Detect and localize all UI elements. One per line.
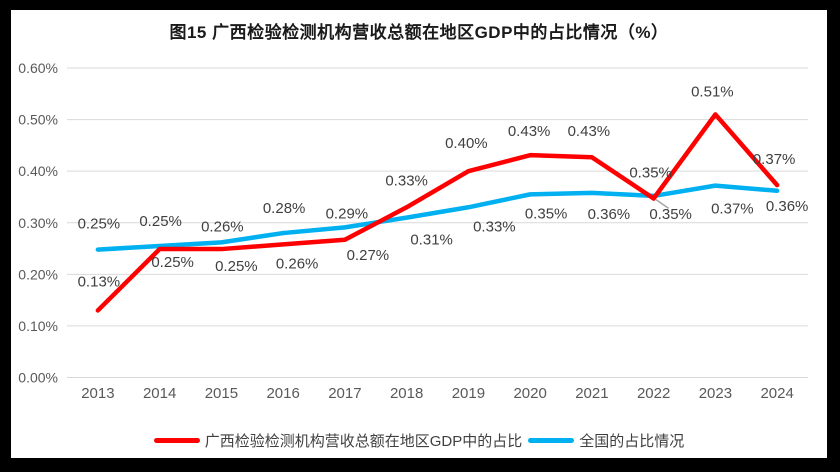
data-label: 0.40% xyxy=(445,135,488,152)
x-tick-label: 2018 xyxy=(390,385,423,402)
x-tick-label: 2022 xyxy=(637,385,670,402)
guangxi-gdp-share-line xyxy=(95,112,780,313)
data-label: 0.36% xyxy=(766,198,809,215)
data-label: 0.25% xyxy=(78,216,121,233)
x-tick-label: 2015 xyxy=(205,385,238,402)
y-tick-label: 0.20% xyxy=(18,266,58,282)
label-leader-line xyxy=(655,198,670,210)
x-tick-label: 2021 xyxy=(575,385,608,402)
chart-legend: 广西检验检测机构营收总额在地区GDP中的占比 全国的占比情况 xyxy=(11,430,827,451)
x-tick-label: 2016 xyxy=(266,385,299,402)
data-label: 0.33% xyxy=(473,218,516,235)
chart-title: 图15 广西检验检测机构营收总额在地区GDP中的占比情况（%） xyxy=(169,23,669,42)
y-tick-label: 0.50% xyxy=(18,112,58,128)
national-share-line xyxy=(95,183,780,252)
data-label: 0.25% xyxy=(215,258,258,275)
legend-label-national: 全国的占比情况 xyxy=(579,433,685,450)
y-tick-label: 0.40% xyxy=(18,163,58,179)
data-label: 0.35% xyxy=(629,165,672,182)
x-tick-label: 2014 xyxy=(143,385,176,402)
data-label: 0.27% xyxy=(347,247,390,264)
chart-panel: 图15 广西检验检测机构营收总额在地区GDP中的占比情况（%） 广西检验检测机构… xyxy=(11,10,827,458)
legend-swatch-national-line xyxy=(528,438,575,443)
y-tick-label: 0.10% xyxy=(18,318,58,334)
data-label: 0.13% xyxy=(78,273,121,290)
data-label: 0.37% xyxy=(711,201,754,218)
data-label: 0.36% xyxy=(588,206,631,223)
x-tick-label: 2020 xyxy=(513,385,546,402)
x-tick-label: 2017 xyxy=(328,385,361,402)
y-tick-label: 0.30% xyxy=(18,215,58,231)
legend-swatch-guangxi-line xyxy=(153,438,200,443)
data-label: 0.26% xyxy=(276,255,319,272)
data-label: 0.25% xyxy=(151,254,194,271)
legend-item-guangxi: 广西检验检测机构营收总额在地区GDP中的占比 xyxy=(153,430,523,451)
legend-label-guangxi: 广西检验检测机构营收总额在地区GDP中的占比 xyxy=(204,433,523,450)
data-label: 0.35% xyxy=(649,206,692,223)
x-tick-label: 2024 xyxy=(760,385,793,402)
data-label: 0.51% xyxy=(691,83,734,100)
data-label: 0.35% xyxy=(525,205,568,222)
x-tick-label: 2013 xyxy=(81,385,114,402)
data-label: 0.33% xyxy=(385,172,428,189)
data-label: 0.43% xyxy=(568,123,611,140)
x-tick-label: 2019 xyxy=(452,385,485,402)
y-tick-label: 0.00% xyxy=(18,370,58,386)
data-label: 0.25% xyxy=(139,213,182,230)
x-tick-label: 2023 xyxy=(699,385,732,402)
data-label: 0.43% xyxy=(508,123,551,140)
legend-item-national: 全国的占比情况 xyxy=(528,430,684,451)
data-label: 0.28% xyxy=(263,200,306,217)
y-tick-label: 0.60% xyxy=(18,60,58,76)
data-label: 0.31% xyxy=(410,232,453,249)
data-label: 0.29% xyxy=(326,205,369,222)
data-label: 0.37% xyxy=(753,151,796,168)
data-label: 0.26% xyxy=(201,218,244,235)
